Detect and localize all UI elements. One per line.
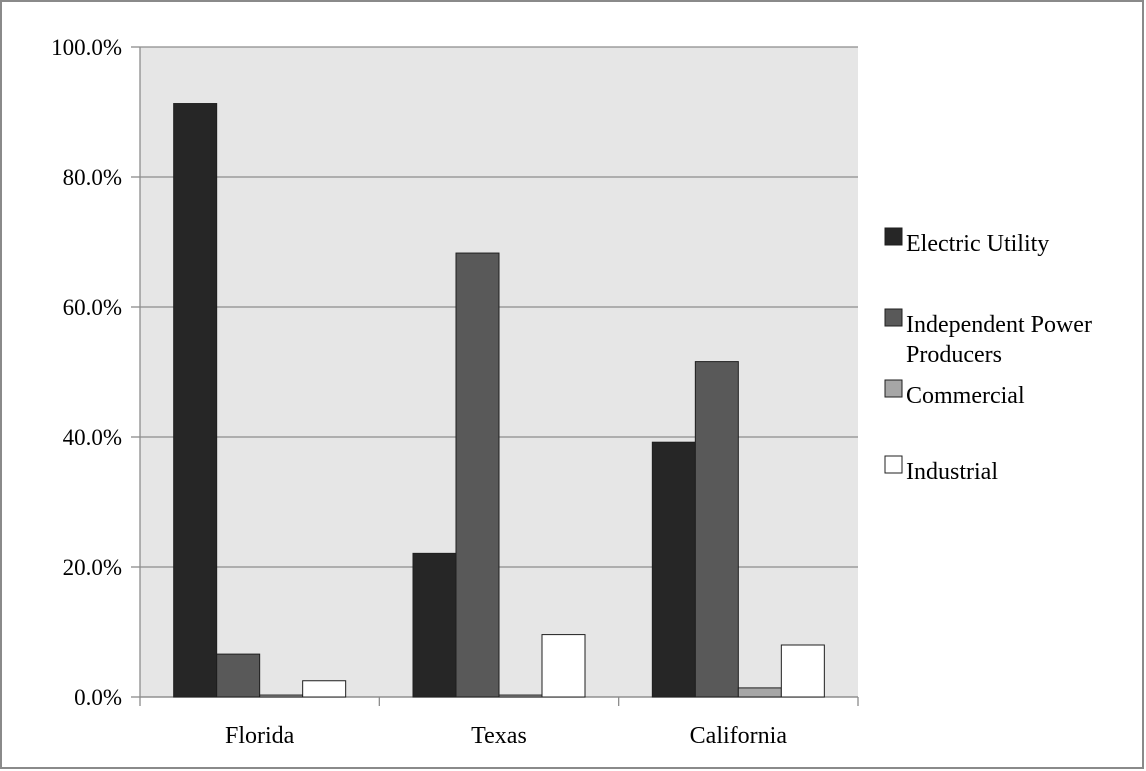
bars bbox=[173, 103, 825, 698]
legend-label: Independent Power Producers bbox=[906, 312, 1092, 368]
y-tick-label: 80.0% bbox=[63, 165, 122, 190]
legend-label: Electric Utility bbox=[906, 231, 1049, 257]
y-tick-label: 100.0% bbox=[51, 35, 122, 60]
legend-swatch bbox=[884, 227, 903, 246]
legend: Electric Utility Independent Power Produce… bbox=[884, 227, 1092, 485]
legend-label: Industrial bbox=[906, 459, 998, 485]
x-category-label: California bbox=[690, 723, 788, 749]
bar-independent-power-producers-california bbox=[694, 361, 739, 698]
bar-commercial-california bbox=[737, 687, 782, 698]
legend-swatch bbox=[884, 308, 903, 327]
legend-label: Commercial bbox=[906, 383, 1025, 409]
bar-electric-utility-california bbox=[651, 441, 696, 698]
y-tick-label: 20.0% bbox=[63, 555, 122, 580]
bar-electric-utility-texas bbox=[412, 552, 457, 698]
y-tick-label: 60.0% bbox=[63, 295, 122, 320]
bar-independent-power-producers-florida bbox=[216, 653, 261, 698]
legend-swatch bbox=[884, 455, 903, 474]
axis-labels: 0.0% 20.0% 40.0% 60.0% 80.0% 100.0% Florida Tex… bbox=[51, 35, 787, 749]
bar-industrial-california bbox=[780, 644, 825, 698]
y-tick-label: 0.0% bbox=[74, 685, 122, 710]
bar-electric-utility-florida bbox=[173, 103, 218, 698]
bar-commercial-texas bbox=[498, 694, 543, 698]
legend-swatch bbox=[884, 379, 903, 398]
bar-commercial-florida bbox=[259, 694, 304, 698]
bar-industrial-texas bbox=[541, 634, 586, 698]
x-category-label: Florida bbox=[225, 723, 295, 749]
bar-independent-power-producers-texas bbox=[455, 252, 500, 698]
bar-industrial-florida bbox=[302, 680, 347, 698]
y-tick-label: 40.0% bbox=[63, 425, 122, 450]
x-category-label: Texas bbox=[471, 723, 527, 749]
